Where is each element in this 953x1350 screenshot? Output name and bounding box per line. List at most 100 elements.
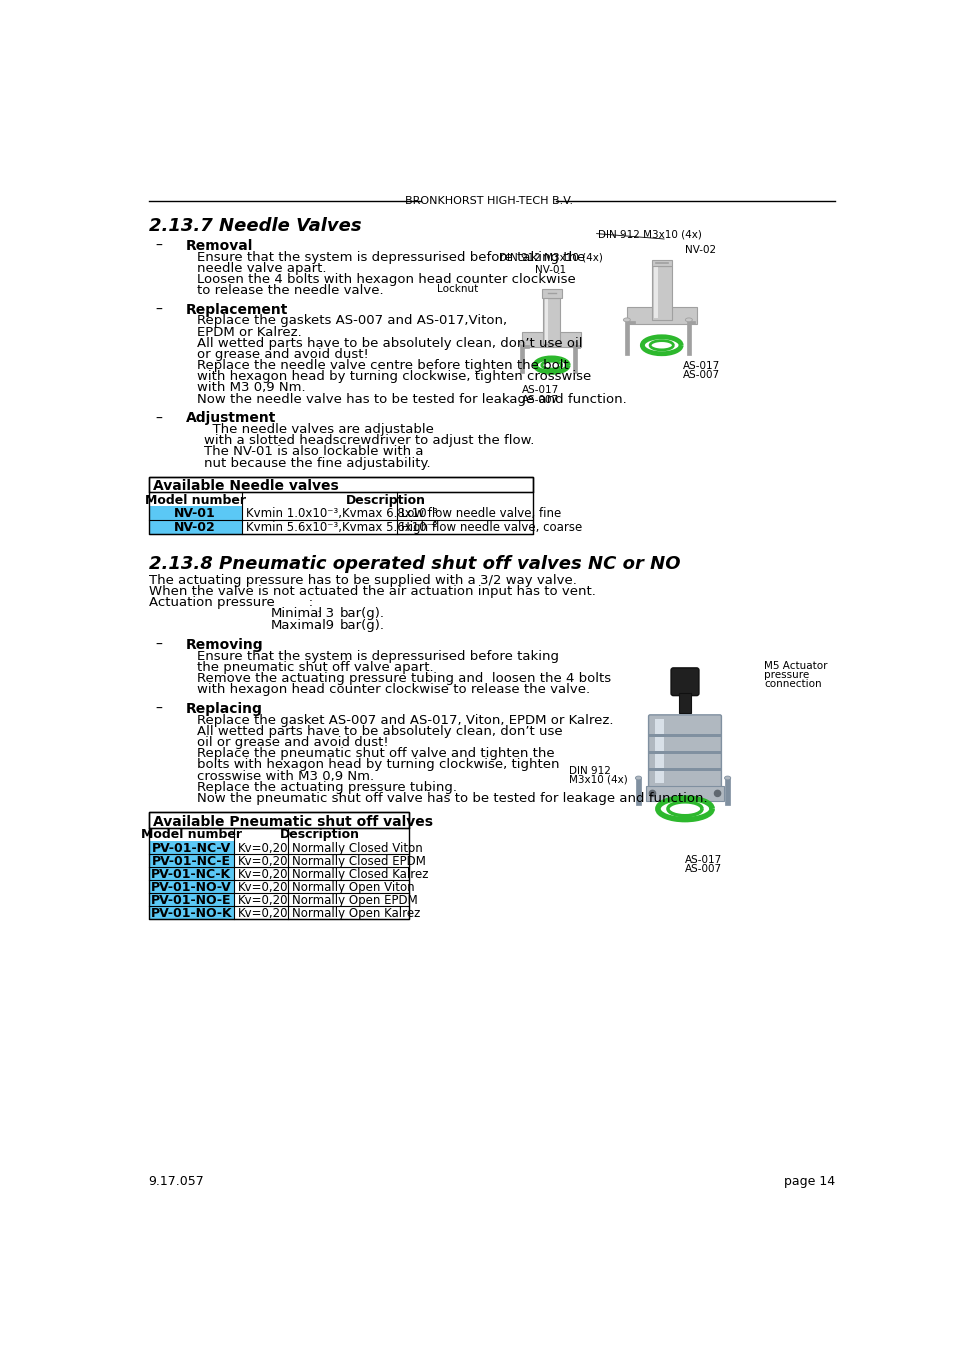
FancyBboxPatch shape xyxy=(686,320,691,355)
Text: Removing: Removing xyxy=(186,639,263,652)
Text: crosswise with M3 0,9 Nm.: crosswise with M3 0,9 Nm. xyxy=(196,769,374,783)
Text: Kvmin 1.0x10⁻³,Kvmax 6.8x10⁻³: Kvmin 1.0x10⁻³,Kvmax 6.8x10⁻³ xyxy=(245,508,436,520)
Text: Kvmin 5.6x10⁻³,Kvmax 5.6x10⁻²: Kvmin 5.6x10⁻³,Kvmax 5.6x10⁻² xyxy=(245,521,436,535)
Text: pressure: pressure xyxy=(763,670,808,680)
Text: with M3 0,9 Nm.: with M3 0,9 Nm. xyxy=(196,382,305,394)
Text: PV-01-NC-E: PV-01-NC-E xyxy=(152,855,231,868)
Bar xyxy=(574,346,579,347)
Text: connection: connection xyxy=(763,679,821,690)
Bar xyxy=(523,346,528,347)
Text: M5 Actuator: M5 Actuator xyxy=(763,662,826,671)
FancyBboxPatch shape xyxy=(541,289,561,298)
Bar xyxy=(149,520,241,533)
Text: NV-01: NV-01 xyxy=(174,508,215,520)
Ellipse shape xyxy=(635,776,641,780)
Bar xyxy=(149,853,233,867)
Text: Locknut: Locknut xyxy=(436,284,477,294)
Bar xyxy=(149,813,409,919)
Text: Ensure that the system is depressurised before taking the: Ensure that the system is depressurised … xyxy=(196,251,584,263)
Text: Replacing: Replacing xyxy=(186,702,262,716)
Text: PV-01-NO-E: PV-01-NO-E xyxy=(151,894,232,907)
Text: 9.17.057: 9.17.057 xyxy=(149,1174,204,1188)
Text: nut because the fine adjustability.: nut because the fine adjustability. xyxy=(204,456,431,470)
Text: –: – xyxy=(154,302,162,317)
Text: AS-017: AS-017 xyxy=(684,855,721,865)
Text: Description: Description xyxy=(346,494,425,506)
Text: Replace the gasket AS-007 and AS-017, Viton, EPDM or Kalrez.: Replace the gasket AS-007 and AS-017, Vi… xyxy=(196,714,613,726)
Bar xyxy=(648,751,720,755)
Text: PV-01-NO-K: PV-01-NO-K xyxy=(151,907,232,919)
Text: Available Pneumatic shut off valves: Available Pneumatic shut off valves xyxy=(152,814,432,829)
Text: PV-01-NO-V: PV-01-NO-V xyxy=(151,880,232,894)
Bar xyxy=(149,506,241,520)
Text: –: – xyxy=(154,412,162,425)
Text: Remove the actuating pressure tubing and  loosen the 4 bolts: Remove the actuating pressure tubing and… xyxy=(196,672,610,686)
Text: bolts with hexagon head by turning clockwise, tighten: bolts with hexagon head by turning clock… xyxy=(196,759,558,771)
FancyBboxPatch shape xyxy=(626,306,696,324)
Text: Description: Description xyxy=(279,829,359,841)
Ellipse shape xyxy=(723,776,730,780)
FancyBboxPatch shape xyxy=(624,320,629,355)
Text: Model number: Model number xyxy=(145,494,246,506)
Text: : 9: : 9 xyxy=(316,620,334,632)
Text: Normally Closed Viton: Normally Closed Viton xyxy=(292,841,422,855)
Text: 2.13.7 Needle Valves: 2.13.7 Needle Valves xyxy=(149,217,361,235)
Text: Maximal: Maximal xyxy=(270,620,326,632)
Text: Available Needle valves: Available Needle valves xyxy=(152,479,338,493)
Ellipse shape xyxy=(518,342,524,346)
Text: Low flow needle valve, fine: Low flow needle valve, fine xyxy=(400,508,560,520)
Text: Normally Closed EPDM: Normally Closed EPDM xyxy=(292,855,425,868)
Bar xyxy=(149,841,233,853)
Text: oil or grease and avoid dust!: oil or grease and avoid dust! xyxy=(196,736,388,749)
Text: Now the needle valve has to be tested for leakage and function.: Now the needle valve has to be tested fo… xyxy=(196,393,626,405)
Text: EPDM or Kalrez.: EPDM or Kalrez. xyxy=(196,325,301,339)
Text: AS-007: AS-007 xyxy=(682,370,720,379)
FancyBboxPatch shape xyxy=(648,716,720,787)
Bar xyxy=(149,906,233,919)
Text: : 3: : 3 xyxy=(316,608,334,621)
FancyBboxPatch shape xyxy=(651,266,671,320)
Bar xyxy=(149,867,233,880)
Text: bar(g).: bar(g). xyxy=(340,608,385,621)
Text: All wetted parts have to be absolutely clean, don’t use oil: All wetted parts have to be absolutely c… xyxy=(196,336,581,350)
Bar xyxy=(654,267,658,319)
Text: the pneumatic shut off valve apart.: the pneumatic shut off valve apart. xyxy=(196,662,433,674)
Text: Kv=0,20: Kv=0,20 xyxy=(237,880,288,894)
Text: AS-007: AS-007 xyxy=(684,864,721,875)
Text: with hexagon head counter clockwise to release the valve.: with hexagon head counter clockwise to r… xyxy=(196,683,589,697)
Text: with hexagon head by turning clockwise, tighten crosswise: with hexagon head by turning clockwise, … xyxy=(196,370,590,383)
Text: NV-02: NV-02 xyxy=(174,521,215,535)
Text: Kv=0,20: Kv=0,20 xyxy=(237,894,288,907)
Text: Replace the needle valve centre before tighten the bolt: Replace the needle valve centre before t… xyxy=(196,359,568,373)
FancyBboxPatch shape xyxy=(572,343,577,373)
Text: NV-02: NV-02 xyxy=(684,246,716,255)
Text: with a slotted headscrewdriver to adjust the flow.: with a slotted headscrewdriver to adjust… xyxy=(204,435,535,447)
Text: Adjustment: Adjustment xyxy=(186,412,276,425)
Text: Replace the actuating pressure tubing.: Replace the actuating pressure tubing. xyxy=(196,780,456,794)
Bar xyxy=(149,813,409,828)
Text: page 14: page 14 xyxy=(783,1174,835,1188)
Bar xyxy=(724,778,729,805)
FancyBboxPatch shape xyxy=(679,694,691,713)
Text: –: – xyxy=(154,702,162,716)
Text: Kv=0,20: Kv=0,20 xyxy=(237,907,288,919)
Text: –: – xyxy=(154,639,162,652)
Text: When the valve is not actuated the air actuation input has to vent.: When the valve is not actuated the air a… xyxy=(149,585,595,598)
Text: bar(g).: bar(g). xyxy=(340,620,385,632)
Text: AS-017: AS-017 xyxy=(682,360,720,371)
Text: PV-01-NC-K: PV-01-NC-K xyxy=(152,868,232,880)
Bar xyxy=(648,768,720,771)
Text: High flow needle valve, coarse: High flow needle valve, coarse xyxy=(400,521,581,535)
Text: Removal: Removal xyxy=(186,239,253,252)
Text: Replace the gaskets AS-007 and AS-017,Viton,: Replace the gaskets AS-007 and AS-017,Vi… xyxy=(196,315,506,328)
Text: DIN 912 M3x10 (4x): DIN 912 M3x10 (4x) xyxy=(598,230,701,240)
Ellipse shape xyxy=(622,319,630,321)
Text: to release the needle valve.: to release the needle valve. xyxy=(196,284,383,297)
Text: needle valve apart.: needle valve apart. xyxy=(196,262,326,274)
Text: Now the pneumatic shut off valve has to be tested for leakage and function.: Now the pneumatic shut off valve has to … xyxy=(196,792,706,805)
Bar xyxy=(149,894,233,906)
Text: –: – xyxy=(154,239,162,252)
Ellipse shape xyxy=(684,319,692,321)
Text: Normally Open Kalrez: Normally Open Kalrez xyxy=(292,907,420,919)
Text: BRONKHORST HIGH-TECH B.V.: BRONKHORST HIGH-TECH B.V. xyxy=(404,196,573,205)
